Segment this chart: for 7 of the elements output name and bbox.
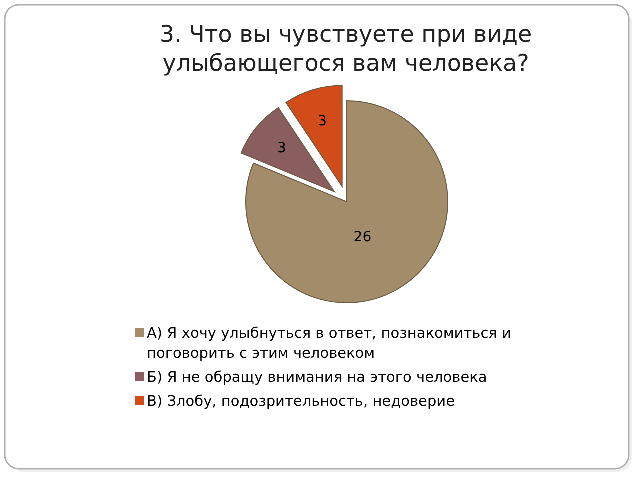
data-label: 26 <box>354 229 372 246</box>
data-label: 3 <box>318 113 328 130</box>
chart-title: 3. Что вы чувствуете при виде улыбающегося вам человека? <box>160 22 532 77</box>
legend-label: В) Злобу, подозрительность, недоверие <box>147 394 456 410</box>
legend-label: Б) Я не обращу внимания на этого человека <box>147 370 488 386</box>
legend-label: А) Я хочу улыбнуться в ответ, познакомиться и поговорить с этим человеком <box>147 326 512 362</box>
data-label: 3 <box>277 140 286 157</box>
